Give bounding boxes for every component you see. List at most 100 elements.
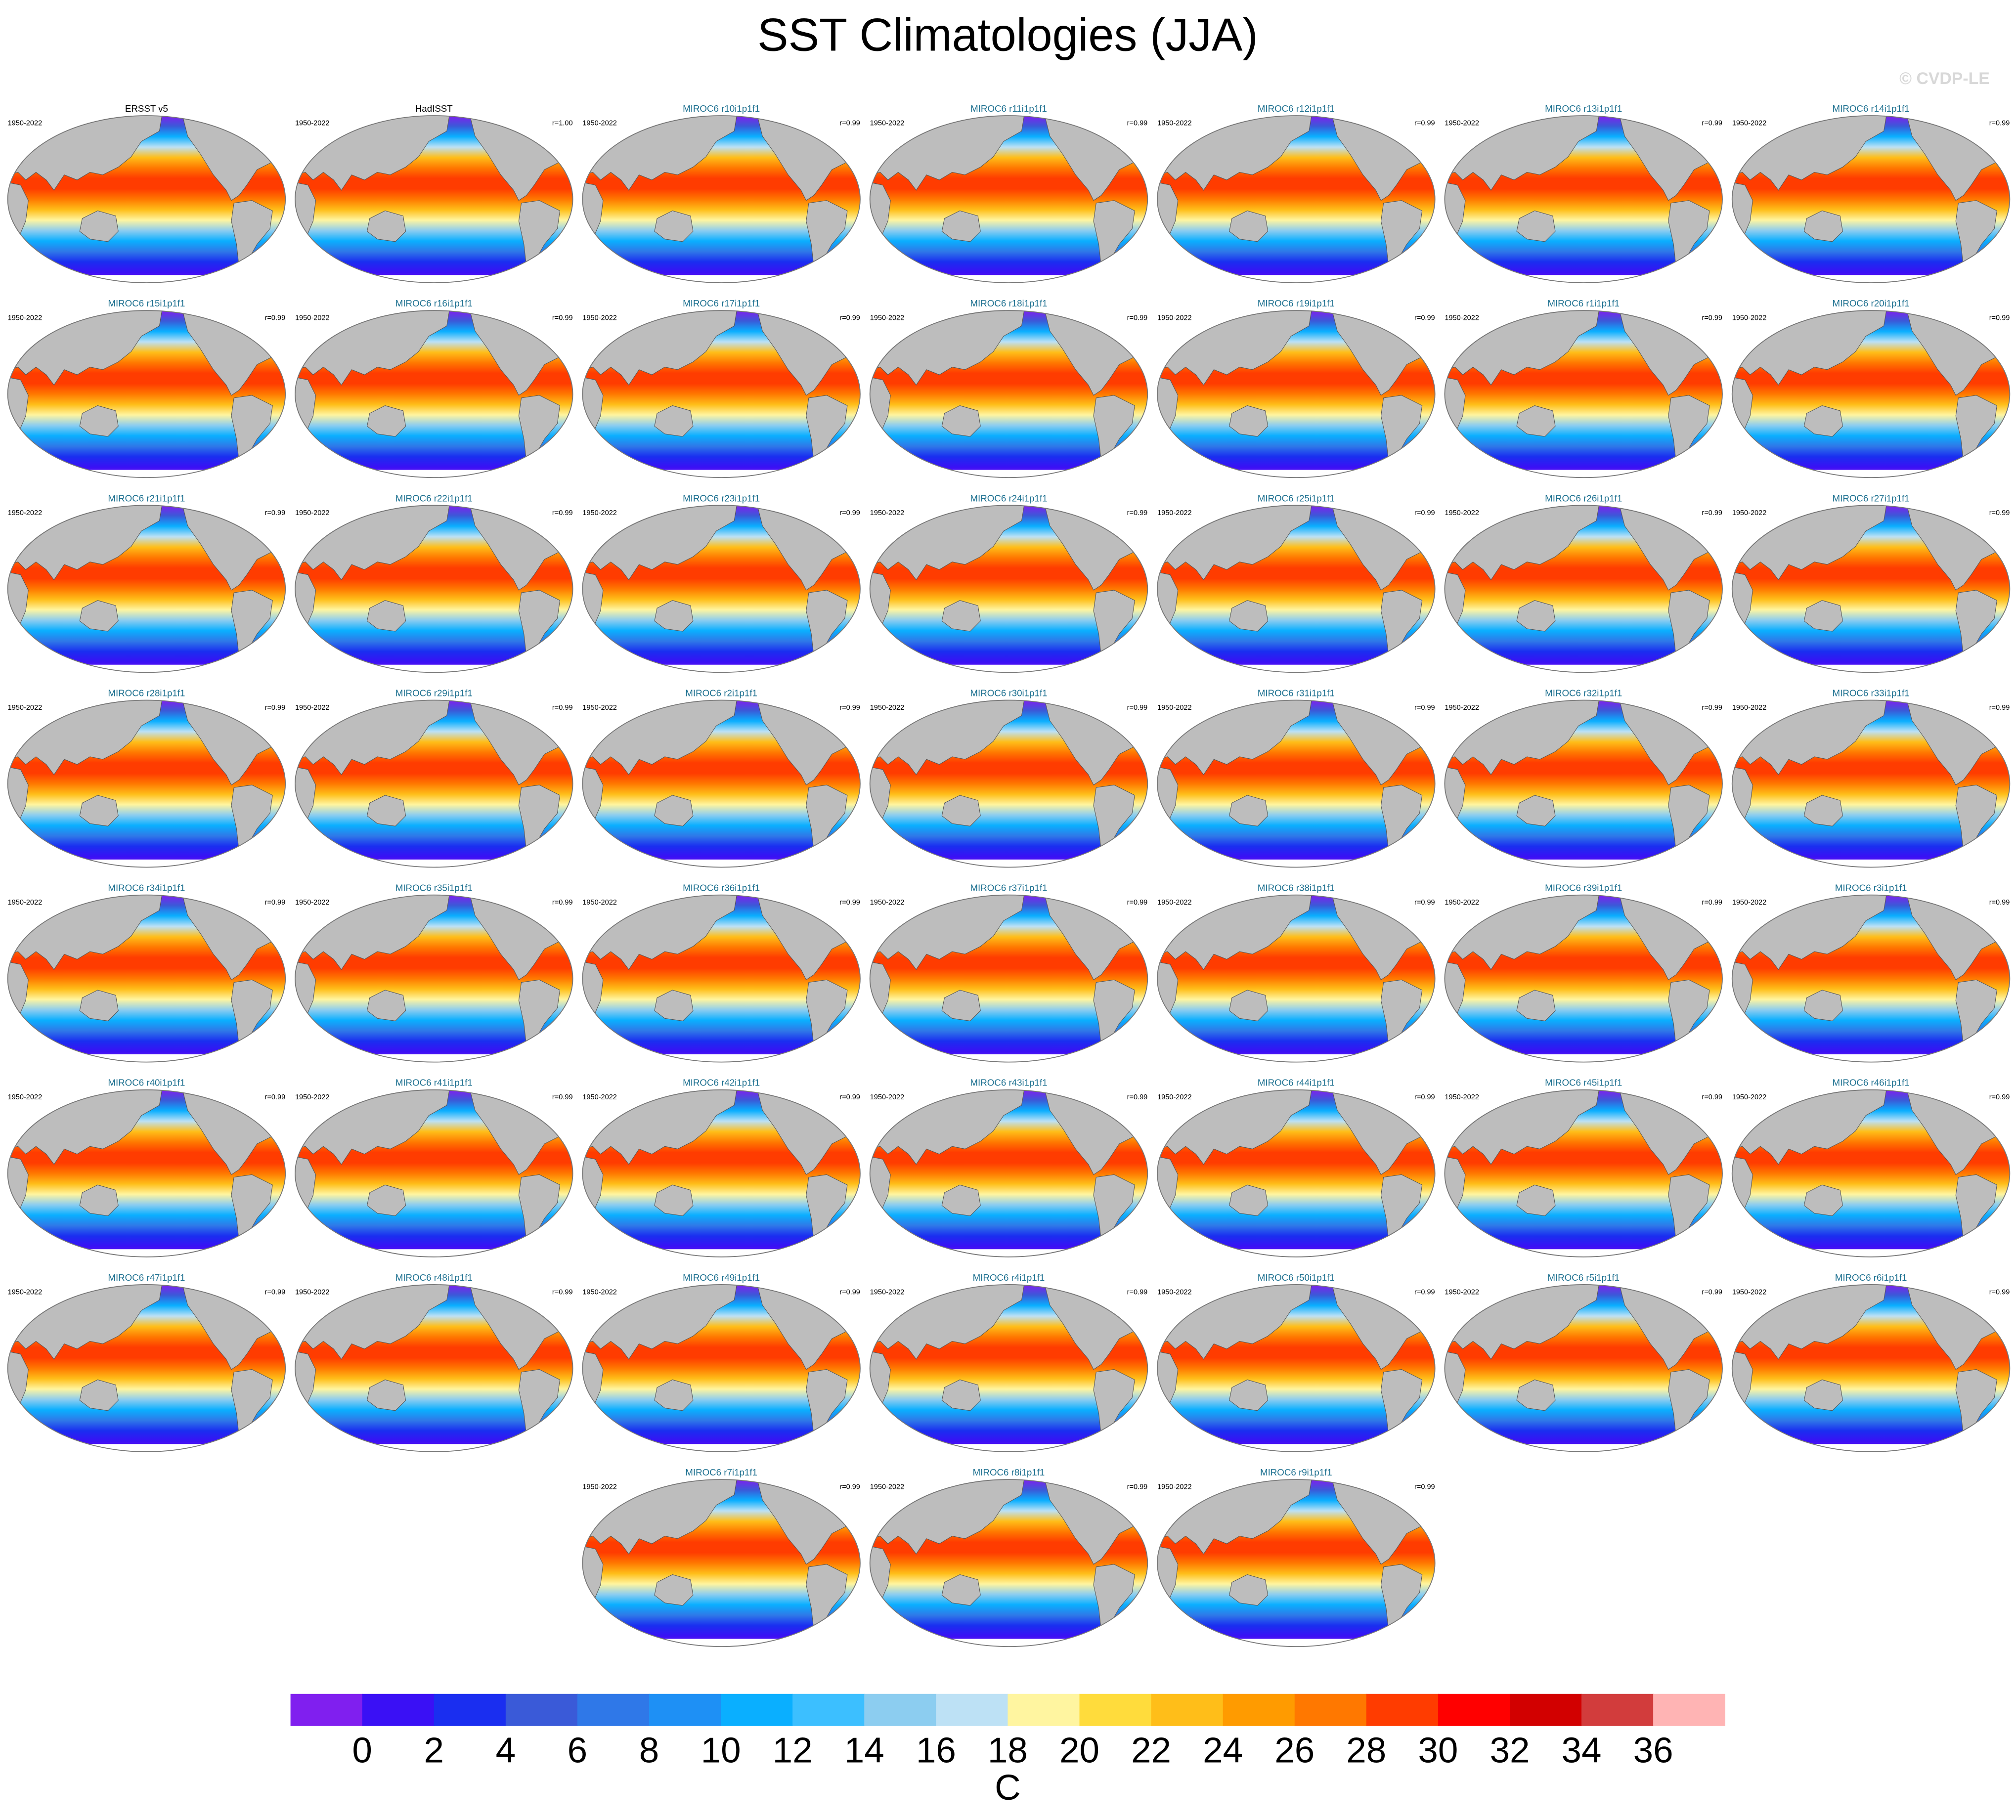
panel-title: HadISST xyxy=(415,103,453,114)
panel-period: 1950-2022 xyxy=(295,1288,330,1296)
colorbar-tick-label: 14 xyxy=(844,1731,884,1771)
panel-period: 1950-2022 xyxy=(1445,899,1479,907)
panel-r: r=0.99 xyxy=(839,899,860,907)
panel: MIROC6 r19i1p1f1 1950-2022 r=0.99 xyxy=(1157,298,1435,477)
panel-r: r=0.99 xyxy=(552,509,573,517)
map-panel xyxy=(1157,700,1435,867)
colorbar-swatch xyxy=(1079,1693,1152,1726)
panel-period: 1950-2022 xyxy=(1157,119,1192,127)
panel: MIROC6 r16i1p1f1 1950-2022 r=0.99 xyxy=(295,298,573,477)
colorbar-swatch xyxy=(1509,1693,1582,1726)
panel-title: MIROC6 r35i1p1f1 xyxy=(395,883,473,893)
panel: MIROC6 r29i1p1f1 1950-2022 r=0.99 xyxy=(295,688,573,867)
map-panel xyxy=(1157,505,1435,672)
panel-r: r=0.99 xyxy=(1414,314,1435,322)
panel: MIROC6 r30i1p1f1 1950-2022 r=0.99 xyxy=(870,688,1148,867)
panel-period: 1950-2022 xyxy=(8,1288,43,1296)
panel: MIROC6 r32i1p1f1 1950-2022 r=0.99 xyxy=(1445,688,1722,867)
panel: MIROC6 r12i1p1f1 1950-2022 r=0.99 xyxy=(1157,103,1435,283)
map-panel xyxy=(1157,1090,1435,1257)
panel-r: r=0.99 xyxy=(1989,119,2010,127)
map-panel xyxy=(870,505,1148,672)
colorbar-swatch xyxy=(649,1693,721,1726)
map-panel xyxy=(582,895,860,1062)
panel: MIROC6 r7i1p1f1 1950-2022 r=0.99 xyxy=(582,1467,860,1647)
panel-r: r=0.99 xyxy=(1989,314,2010,322)
colorbar-swatch xyxy=(792,1693,865,1726)
panel-r: r=0.99 xyxy=(1414,899,1435,907)
panel: MIROC6 r10i1p1f1 1950-2022 r=0.99 xyxy=(582,103,860,283)
panel: MIROC6 r18i1p1f1 1950-2022 r=0.99 xyxy=(870,298,1148,477)
panel-title: MIROC6 r3i1p1f1 xyxy=(1835,883,1907,893)
panel: HadISST 1950-2022 r=1.00 xyxy=(295,103,573,283)
panel-title: MIROC6 r17i1p1f1 xyxy=(683,298,760,308)
panel-period: 1950-2022 xyxy=(1445,704,1479,712)
colorbar-tick-label: 28 xyxy=(1346,1731,1386,1771)
panel-title: MIROC6 r37i1p1f1 xyxy=(970,883,1047,893)
panel-period: 1950-2022 xyxy=(1445,1288,1479,1296)
map-panel xyxy=(582,1285,860,1452)
colorbar-tick-label: 6 xyxy=(568,1731,588,1771)
panel-r: r=0.99 xyxy=(1414,1483,1435,1491)
panel-r: r=0.99 xyxy=(1989,509,2010,517)
panel-period: 1950-2022 xyxy=(1157,1288,1192,1296)
map-panel xyxy=(295,700,573,867)
map-panel xyxy=(295,895,573,1062)
map-panel xyxy=(1732,1285,2010,1452)
panel-period: 1950-2022 xyxy=(1445,314,1479,322)
panel-r: r=0.99 xyxy=(265,899,286,907)
colorbar-tick-label: 18 xyxy=(988,1731,1028,1771)
map-panel xyxy=(1445,310,1722,477)
map-panel xyxy=(582,700,860,867)
colorbar-tick-label: 12 xyxy=(773,1731,813,1771)
panel-r: r=0.99 xyxy=(839,509,860,517)
panel-period: 1950-2022 xyxy=(295,509,330,517)
panel-r: r=0.99 xyxy=(1414,1288,1435,1296)
panel-r: r=0.99 xyxy=(552,1288,573,1296)
map-panel xyxy=(295,505,573,672)
map-panel xyxy=(582,1479,860,1647)
panel-period: 1950-2022 xyxy=(1157,1483,1192,1491)
panel-r: r=0.99 xyxy=(1702,1093,1722,1101)
panel-title: MIROC6 r41i1p1f1 xyxy=(395,1078,473,1088)
panel-title: MIROC6 r24i1p1f1 xyxy=(970,493,1047,503)
colorbar-swatch xyxy=(1151,1693,1224,1726)
panel-title: ERSST v5 xyxy=(125,103,168,114)
panel-r: r=0.99 xyxy=(1989,899,2010,907)
panel-period: 1950-2022 xyxy=(582,1483,617,1491)
panel: MIROC6 r8i1p1f1 1950-2022 r=0.99 xyxy=(870,1467,1148,1647)
map-panel xyxy=(870,700,1148,867)
panel-period: 1950-2022 xyxy=(582,1093,617,1101)
panel-period: 1950-2022 xyxy=(295,119,330,127)
colorbar-tick-label: 16 xyxy=(916,1731,956,1771)
panel-r: r=0.99 xyxy=(265,509,286,517)
map-panel xyxy=(870,310,1148,477)
panel: MIROC6 r50i1p1f1 1950-2022 r=0.99 xyxy=(1157,1272,1435,1452)
panel-title: MIROC6 r33i1p1f1 xyxy=(1833,688,1910,698)
panel: MIROC6 r28i1p1f1 1950-2022 r=0.99 xyxy=(8,688,286,867)
panel-title: MIROC6 r36i1p1f1 xyxy=(683,883,760,893)
panel-r: r=0.99 xyxy=(1702,119,1722,127)
panel: MIROC6 r33i1p1f1 1950-2022 r=0.99 xyxy=(1732,688,2010,867)
panel-title: MIROC6 r42i1p1f1 xyxy=(683,1078,760,1088)
panel-r: r=0.99 xyxy=(1989,1288,2010,1296)
panel-period: 1950-2022 xyxy=(1157,899,1192,907)
panel-title: MIROC6 r23i1p1f1 xyxy=(683,493,760,503)
colorbar-tick-label: 34 xyxy=(1562,1731,1602,1771)
panel-period: 1950-2022 xyxy=(870,509,905,517)
panel-title: MIROC6 r19i1p1f1 xyxy=(1258,298,1335,308)
panel-title: MIROC6 r13i1p1f1 xyxy=(1545,103,1622,114)
panel-r: r=0.99 xyxy=(265,314,286,322)
panel-title: MIROC6 r21i1p1f1 xyxy=(108,493,185,503)
panel-title: MIROC6 r5i1p1f1 xyxy=(1547,1272,1620,1283)
panel-r: r=0.99 xyxy=(265,1288,286,1296)
colorbar-swatch xyxy=(577,1693,650,1726)
map-panel xyxy=(870,1090,1148,1257)
panel: MIROC6 r43i1p1f1 1950-2022 r=0.99 xyxy=(870,1078,1148,1257)
panel-r: r=0.99 xyxy=(552,899,573,907)
map-panel xyxy=(1445,1090,1722,1257)
map-panel xyxy=(8,1285,286,1452)
panel-period: 1950-2022 xyxy=(1732,899,1767,907)
